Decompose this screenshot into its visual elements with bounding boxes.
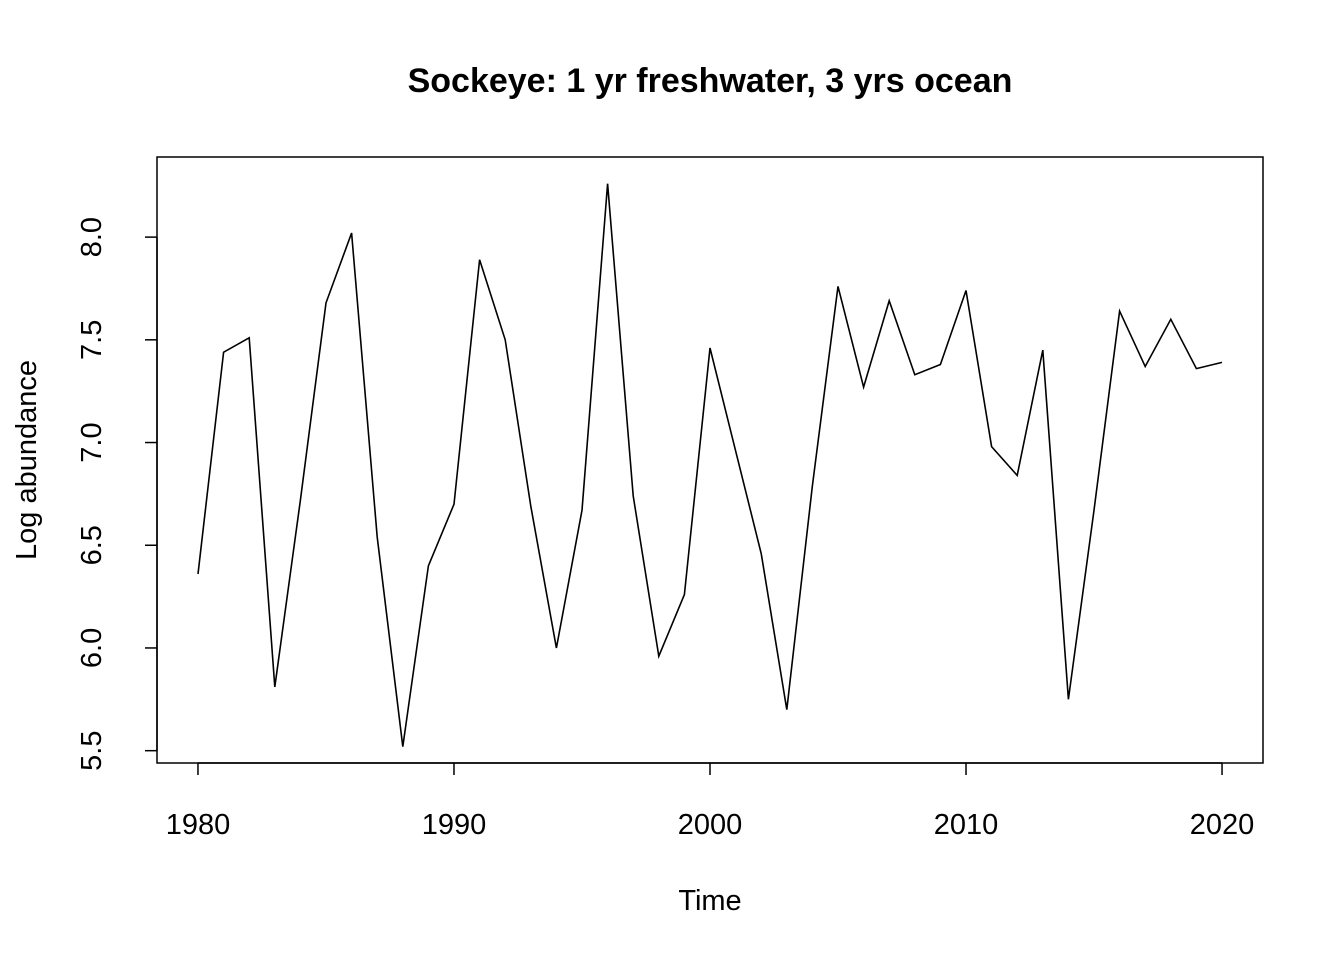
- x-axis-label: Time: [678, 885, 741, 917]
- x-axis: 1980 1990 2000 2010 2020: [166, 762, 1255, 841]
- y-tick-label: 8.0: [76, 217, 108, 257]
- y-tick-label: 6.0: [76, 628, 108, 668]
- plot-frame: [156, 156, 1264, 764]
- y-tick-label: 5.5: [76, 731, 108, 771]
- series-layer: [197, 183, 1223, 747]
- y-axis-label: Log abundance: [11, 360, 43, 560]
- x-tick-label: 2020: [1190, 809, 1255, 841]
- y-tick-label: 7.0: [76, 422, 108, 462]
- series-line: [197, 183, 1223, 747]
- x-tick-label: 1990: [422, 809, 487, 841]
- x-tick-label: 2010: [934, 809, 999, 841]
- y-tick-label: 6.5: [76, 525, 108, 565]
- x-tick-label: 1980: [166, 809, 231, 841]
- chart-title: Sockeye: 1 yr freshwater, 3 yrs ocean: [408, 62, 1013, 100]
- x-tick-label: 2000: [678, 809, 743, 841]
- y-tick-label: 7.5: [76, 320, 108, 360]
- y-axis: 5.5 6.0 6.5 7.0 7.5 8.0: [76, 217, 158, 771]
